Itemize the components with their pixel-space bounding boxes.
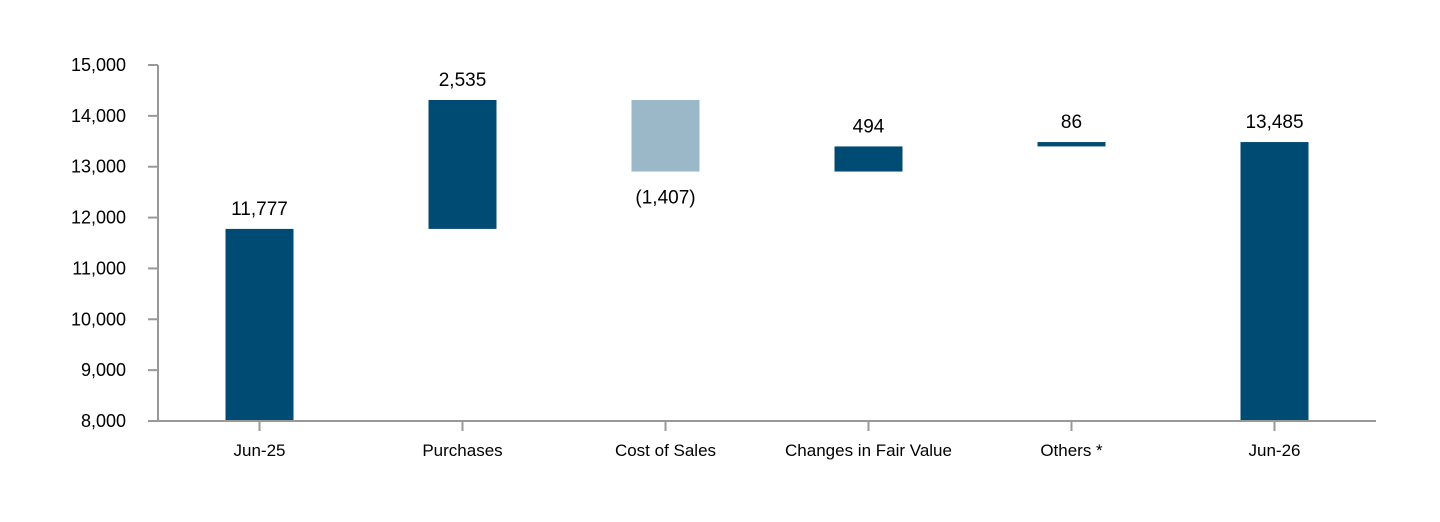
axes-layer: 8,000 9,000 10,000 11,000 12,000 13,000 14,000… xyxy=(71,55,1376,431)
data-label-others: 86 xyxy=(1061,112,1082,133)
data-label-cost-of-sales: (1,407) xyxy=(635,188,695,209)
y-tick-label: 11,000 xyxy=(72,258,126,278)
data-label-jun-26: 13,485 xyxy=(1245,112,1303,133)
x-tick-label: Changes in Fair Value xyxy=(785,441,952,460)
x-tick-label: Cost of Sales xyxy=(615,441,716,460)
y-tick-label: 15,000 xyxy=(71,55,126,75)
bar-others xyxy=(1037,142,1106,147)
labels-layer: Jun-25 11,777 Purchases 2,535 Cost of Sales (… xyxy=(231,70,1303,460)
data-label-jun-25: 11,777 xyxy=(231,199,288,220)
y-tick-label: 9,000 xyxy=(81,360,126,380)
bar-changes-in-fair-value xyxy=(834,146,903,172)
y-tick-label: 8,000 xyxy=(81,411,126,431)
x-tick-label: Purchases xyxy=(422,441,502,460)
x-tick-label: Jun-26 xyxy=(1249,441,1301,460)
y-tick-label: 13,000 xyxy=(71,157,126,177)
y-tick-label: 14,000 xyxy=(71,106,126,126)
y-tick-label: 12,000 xyxy=(71,208,126,228)
y-tick-label: 10,000 xyxy=(71,309,126,329)
bar-purchases xyxy=(428,99,497,229)
bar-cost-of-sales xyxy=(631,99,700,172)
bar-jun-26 xyxy=(1240,142,1309,421)
x-tick-label: Jun-25 xyxy=(234,441,286,460)
bars-layer xyxy=(225,99,1309,421)
data-label-changes-in-fair-value: 494 xyxy=(853,116,885,137)
data-label-purchases: 2,535 xyxy=(439,70,487,91)
bar-jun-25 xyxy=(225,228,294,421)
x-tick-label: Others * xyxy=(1040,441,1103,460)
